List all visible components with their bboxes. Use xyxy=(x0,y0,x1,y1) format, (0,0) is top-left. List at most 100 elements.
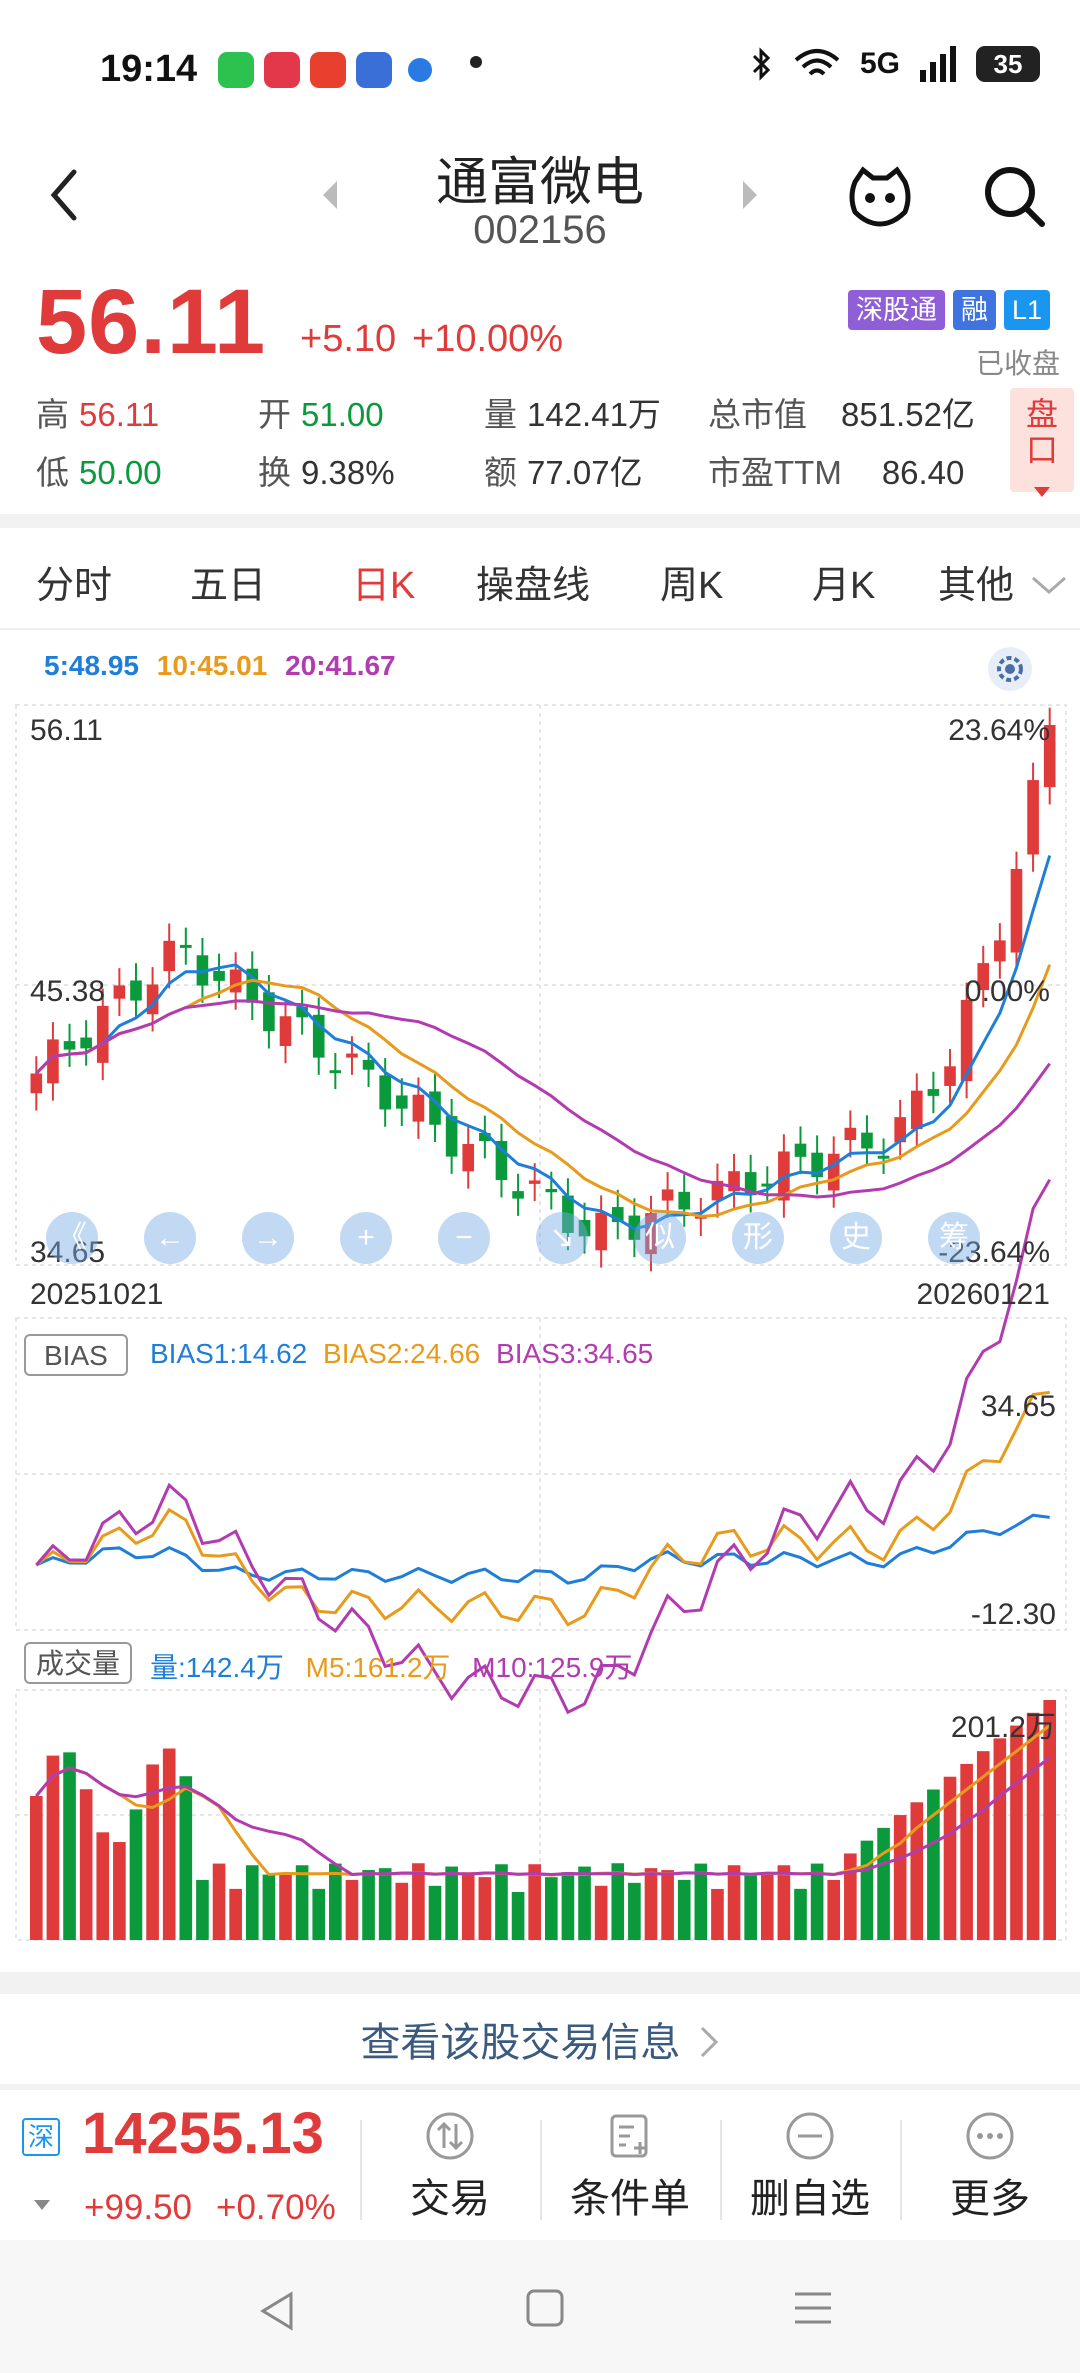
more-button[interactable]: 更多 xyxy=(905,2110,1075,2224)
nav-menu-icon[interactable] xyxy=(793,2288,833,2328)
volume-bar xyxy=(760,1874,774,1940)
chart-tool-button[interactable]: ↘ xyxy=(536,1212,588,1264)
index-expand-icon[interactable] xyxy=(34,2200,50,2210)
tab-other[interactable]: 其他 xyxy=(938,554,1069,609)
shenzhen-index-icon: 深 xyxy=(22,2118,60,2156)
volume-bar xyxy=(29,1796,43,1940)
bottom-separator xyxy=(540,2120,542,2220)
status-bar: 19:14 5G 35 xyxy=(0,0,1080,140)
volume-bar xyxy=(661,1870,674,1940)
tab-intraday[interactable]: 分时 xyxy=(36,565,113,607)
bias3-value: BIAS3:34.65 xyxy=(496,1338,654,1369)
bias1-value: BIAS1:14.62 xyxy=(150,1338,308,1369)
candle-body xyxy=(545,1188,558,1193)
tab-five-day[interactable]: 五日 xyxy=(190,565,267,607)
candle-body xyxy=(761,1183,774,1187)
trade-button[interactable]: 交易 xyxy=(365,2110,535,2224)
candle-body xyxy=(661,1189,674,1201)
stat-mktcap: 总市值 851.52亿 xyxy=(708,396,975,433)
kline-chart[interactable] xyxy=(0,0,1080,1960)
y-axis-mid: 45.38 xyxy=(30,975,106,1008)
chart-tool-button[interactable]: ← xyxy=(144,1212,196,1264)
gear-icon[interactable] xyxy=(985,644,1035,694)
candle-body xyxy=(445,1116,458,1157)
back-arrow-icon[interactable] xyxy=(40,160,88,230)
candle-body xyxy=(578,1219,591,1237)
badge-shenguton[interactable]: 深股通 xyxy=(847,290,945,330)
stock-badges: 深股通 融 L1 xyxy=(847,290,1050,330)
bottom-separator xyxy=(360,2120,362,2220)
ma20-line xyxy=(35,999,1051,1199)
badge-margin[interactable]: 融 xyxy=(952,290,996,330)
volume-bar xyxy=(727,1865,741,1940)
pankou-button[interactable]: 盘口 xyxy=(1010,388,1074,497)
next-stock-icon[interactable] xyxy=(735,175,765,215)
chart-tool-button[interactable]: + xyxy=(340,1212,392,1264)
volume-bar xyxy=(511,1891,525,1940)
chart-tool-button[interactable]: 《 xyxy=(46,1212,98,1264)
badge-l1[interactable]: L1 xyxy=(1003,290,1050,330)
trade-info-label: 查看该股交易信息 xyxy=(360,2021,681,2065)
volume-bar xyxy=(395,1882,409,1940)
index-value[interactable]: 14255.13 xyxy=(82,2101,324,2166)
volume-value: 量:142.4万 xyxy=(150,1652,284,1683)
candle-body xyxy=(279,1016,292,1046)
volume-bar xyxy=(544,1877,558,1940)
candle-body xyxy=(395,1095,408,1109)
chart-tool-button[interactable]: 似 xyxy=(634,1212,686,1264)
prev-stock-icon[interactable] xyxy=(315,175,345,215)
volume-bar xyxy=(196,1879,209,1940)
volume-axis-max: 201.2万 xyxy=(950,1711,1056,1744)
chart-tool-button[interactable]: − xyxy=(438,1212,490,1264)
candle-body xyxy=(844,1127,857,1141)
chart-tool-button[interactable]: 筹 xyxy=(928,1212,980,1264)
chart-tool-button[interactable]: 形 xyxy=(732,1212,784,1264)
stat-high: 高 56.11 xyxy=(36,396,160,433)
notification-icons xyxy=(218,52,438,88)
tab-monthly-k[interactable]: 月K xyxy=(812,565,876,607)
remove-watchlist-button[interactable]: 删自选 xyxy=(725,2110,895,2224)
ma20-value: 20:41.67 xyxy=(285,650,396,681)
nav-home-icon[interactable] xyxy=(525,2288,565,2328)
volume-bar xyxy=(578,1866,591,1940)
market-status: 已收盘 xyxy=(975,348,1060,379)
search-icon[interactable] xyxy=(978,160,1050,232)
owl-icon[interactable] xyxy=(845,162,915,232)
volume-bar xyxy=(329,1863,342,1940)
system-nav-bar xyxy=(0,2240,1080,2373)
candle-body xyxy=(528,1180,541,1184)
stat-volume: 量 142.41万 xyxy=(484,396,661,433)
candle-body xyxy=(30,1073,43,1094)
pct-axis-max: 23.64% xyxy=(948,714,1050,747)
condition-order-button[interactable]: 条件单 xyxy=(545,2110,715,2224)
tab-weekly-k[interactable]: 周K xyxy=(660,565,724,607)
nav-back-icon[interactable] xyxy=(255,2288,301,2334)
candle-body xyxy=(329,1070,342,1074)
candle-body xyxy=(47,1039,59,1084)
bias-indicator-button[interactable]: BIAS xyxy=(24,1334,128,1376)
chart-tool-button[interactable]: → xyxy=(242,1212,294,1264)
volume-bar xyxy=(345,1879,359,1940)
chart-tool-button[interactable]: 史 xyxy=(830,1212,882,1264)
tab-daily-k[interactable]: 日K xyxy=(352,565,416,607)
candle-body xyxy=(877,1155,890,1159)
tab-trading-line[interactable]: 操盘线 xyxy=(476,565,591,607)
volume-bar xyxy=(628,1882,641,1940)
volume-bar xyxy=(910,1802,924,1940)
volume-indicator-button[interactable]: 成交量 xyxy=(24,1642,133,1684)
volume-bar xyxy=(162,1748,176,1940)
volume-bar xyxy=(594,1885,608,1940)
candle-body xyxy=(595,1212,607,1251)
date-start: 20251021 xyxy=(30,1278,164,1311)
volume-bar xyxy=(611,1863,625,1940)
volume-bar xyxy=(212,1863,226,1940)
candle-body xyxy=(96,1005,109,1063)
trade-info-link[interactable]: 查看该股交易信息 xyxy=(0,2010,1080,2068)
volume-bar xyxy=(677,1879,691,1940)
candle-body xyxy=(512,1191,524,1199)
section-divider xyxy=(0,514,1080,528)
candle-body xyxy=(146,984,159,1015)
volume-bar xyxy=(312,1888,326,1940)
volume-bar xyxy=(777,1865,791,1940)
volume-bar xyxy=(129,1809,143,1940)
